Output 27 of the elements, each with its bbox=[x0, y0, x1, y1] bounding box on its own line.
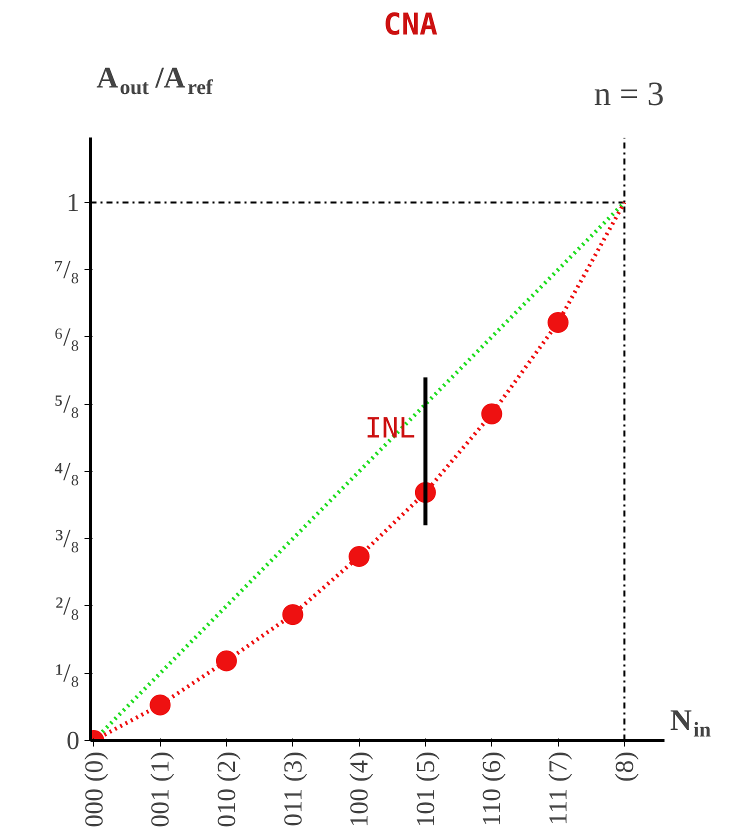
point bbox=[481, 403, 502, 424]
x-tick-label: 110 (6) bbox=[477, 751, 506, 826]
point bbox=[348, 546, 370, 567]
y-tick-label: ³/₈ bbox=[55, 524, 80, 554]
annotation: INL bbox=[364, 412, 416, 445]
y-tick-label: 1 bbox=[66, 188, 80, 217]
y-tick-label: ⁶/₈ bbox=[54, 322, 80, 352]
text: n = 3 bbox=[594, 76, 664, 113]
point bbox=[282, 604, 304, 626]
y-tick-label: ²/₈ bbox=[55, 591, 80, 620]
x-tick-label: 001 (1) bbox=[146, 751, 175, 828]
y-tick-label: ⁷/₈ bbox=[54, 255, 80, 284]
point bbox=[150, 694, 171, 716]
x-tick-label: 010 (2) bbox=[212, 751, 241, 828]
y-tick-label: ⁴/₈ bbox=[54, 456, 80, 486]
y-tick-label: ⁵/₈ bbox=[54, 390, 80, 419]
point bbox=[216, 650, 237, 672]
x-tick-label: 100 (4) bbox=[344, 751, 374, 828]
y-tick-label: 0 bbox=[66, 726, 80, 755]
x-tick-label: 000 (0) bbox=[79, 751, 108, 828]
chart-title: CNA bbox=[383, 8, 438, 42]
x-tick-label: 101 (5) bbox=[410, 751, 440, 828]
x-tick-label: 111 (7) bbox=[544, 751, 573, 826]
x-tick-label: (8) bbox=[610, 751, 639, 782]
y-tick-label: ¹/₈ bbox=[55, 658, 80, 688]
x-tick-label: 011 (3) bbox=[278, 751, 308, 826]
point bbox=[548, 312, 569, 333]
